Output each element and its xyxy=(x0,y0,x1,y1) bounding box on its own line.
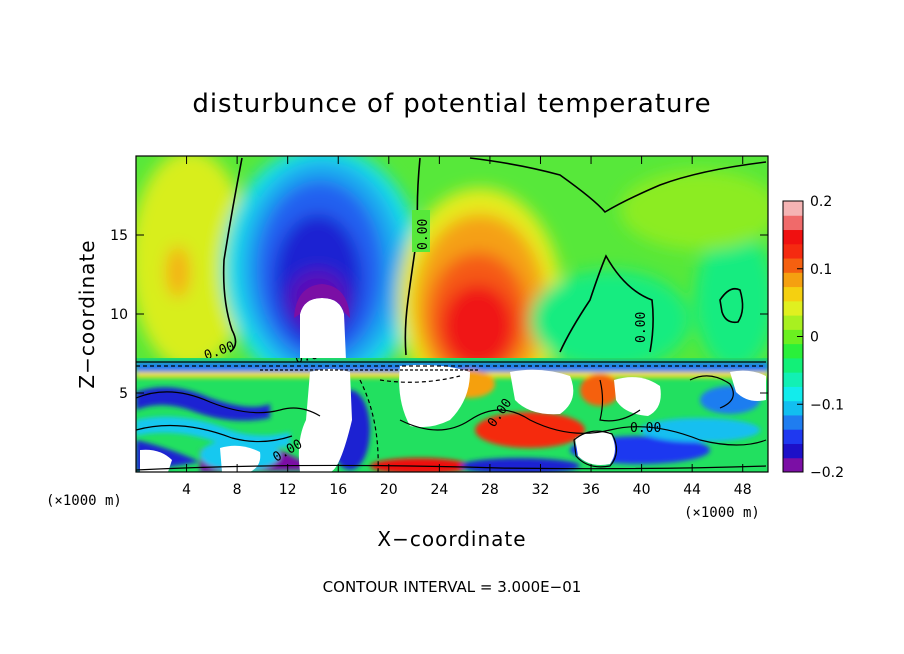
x-tick-label: 8 xyxy=(233,482,242,498)
colorbar-swatch xyxy=(783,272,803,288)
white-region xyxy=(510,369,574,415)
x-tick-label: 36 xyxy=(582,482,600,498)
right-green-patch-2 xyxy=(695,230,768,358)
white-region xyxy=(399,364,470,428)
y-tick-label: 10 xyxy=(110,307,128,323)
x-tick-label: 28 xyxy=(481,482,499,498)
chart-title: disturbunce of potential temperature xyxy=(192,89,711,119)
colorbar-tick-label: 0.2 xyxy=(810,194,832,210)
contour-label-bg xyxy=(412,210,430,252)
contour-interval: CONTOUR INTERVAL = 3.000E−01 xyxy=(323,578,582,596)
colorbar-swatch xyxy=(783,400,803,416)
plume-white-core xyxy=(300,298,346,358)
contour-line xyxy=(469,157,767,214)
colorbar-tick-label: −0.2 xyxy=(810,465,844,481)
right-green-patch xyxy=(530,270,690,358)
band xyxy=(136,387,270,421)
colorbar-tick-label: 0.1 xyxy=(810,262,832,278)
contour-line xyxy=(404,157,421,356)
x-tick-label: 20 xyxy=(380,482,398,498)
contour-line xyxy=(573,430,618,468)
colorbar-swatch xyxy=(783,215,803,231)
colorbar-swatch xyxy=(783,201,803,216)
colorbar-swatch xyxy=(783,457,803,473)
colorbar-swatch xyxy=(783,429,803,444)
colorbar-swatch xyxy=(783,229,803,245)
band xyxy=(136,362,768,372)
colorbar: 0.2 0.1 0 −0.1 −0.2 xyxy=(782,194,844,481)
colorbar-swatch xyxy=(783,258,803,273)
y-axis: 5 10 15 xyxy=(110,228,768,402)
contour-line xyxy=(136,424,293,443)
x-tick-label: 32 xyxy=(532,482,550,498)
cool-band xyxy=(640,418,760,442)
plume-purple-cap xyxy=(294,284,350,318)
contour-label: 0.00 xyxy=(294,346,328,367)
colorbar-swatch xyxy=(783,300,803,316)
colorbar-swatch xyxy=(783,329,803,345)
white-region xyxy=(575,430,615,465)
warm-band xyxy=(370,458,470,472)
x-unit-left: (×1000 m) xyxy=(46,493,122,509)
x-tick-label: 48 xyxy=(734,482,752,498)
x-tick-label: 12 xyxy=(279,482,297,498)
y-axis-label: Z−coordinate xyxy=(75,239,99,388)
contour-line xyxy=(689,375,734,409)
colorbar-swatch xyxy=(783,372,803,387)
x-tick-label: 24 xyxy=(430,482,448,498)
colorbar-swatch xyxy=(783,357,803,373)
white-regions xyxy=(140,364,766,472)
left-yellow-region xyxy=(136,156,250,358)
white-region xyxy=(298,369,352,472)
contour-label: 0.00 xyxy=(416,219,431,250)
contour-line xyxy=(379,375,461,383)
contour-line xyxy=(222,157,243,353)
contour-label: 0.00 xyxy=(634,312,649,343)
contour-label: 0.00 xyxy=(630,421,661,436)
colorbar-swatch xyxy=(783,343,803,359)
lower-field: 0.00 0.00 0.00 0.00 xyxy=(136,346,768,472)
left-orange-patch xyxy=(166,246,190,298)
contour-line xyxy=(399,409,767,446)
white-region xyxy=(140,449,172,472)
colorbar-swatch xyxy=(783,443,803,459)
colorbar-tick-label: 0 xyxy=(810,330,819,346)
contour-line xyxy=(599,379,641,422)
colorbar-swatch xyxy=(783,243,803,259)
x-axis: 4 8 12 16 20 24 28 32 36 40 44 48 xyxy=(182,156,752,498)
contour-line xyxy=(136,391,321,417)
colorbar-swatch xyxy=(783,386,803,402)
x-tick-label: 16 xyxy=(329,482,347,498)
x-axis-label: X−coordinate xyxy=(377,527,526,551)
x-tick-label: 40 xyxy=(633,482,651,498)
colorbar-swatch xyxy=(783,315,803,330)
warm-red xyxy=(442,284,514,358)
y-tick-label: 15 xyxy=(110,228,128,244)
upper-contours xyxy=(222,157,767,356)
warm-band xyxy=(475,412,585,448)
x-tick-label: 4 xyxy=(182,482,191,498)
contour-line xyxy=(359,379,379,472)
contour-line xyxy=(719,287,744,324)
white-region xyxy=(614,377,661,416)
x-unit-right: (×1000 m) xyxy=(684,505,760,521)
upper-field: 0.00 0.00 0.00 xyxy=(136,156,768,358)
warm-band xyxy=(580,374,620,406)
colorbar-swatch xyxy=(783,414,803,430)
contour-line xyxy=(559,254,654,353)
white-region xyxy=(730,370,766,401)
plot-area: 0.00 0.00 0.00 xyxy=(136,156,768,472)
right-yellowgreen xyxy=(620,170,768,250)
x-tick-label: 44 xyxy=(683,482,701,498)
colorbar-swatch xyxy=(783,286,803,302)
y-tick-label: 5 xyxy=(119,386,128,402)
white-region xyxy=(220,445,261,472)
colorbar-tick-label: −0.1 xyxy=(810,397,844,413)
